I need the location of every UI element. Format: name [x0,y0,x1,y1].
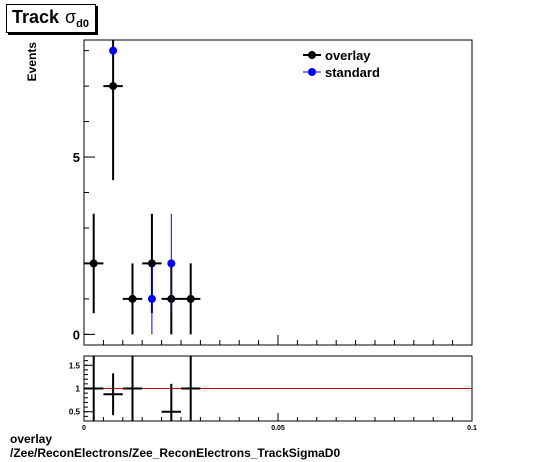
y-tick-label: 0 [73,327,80,342]
ratio-y-tick-label: 0.5 [69,408,81,417]
title-subscript: d0 [76,18,89,30]
title-main: Track [12,7,60,27]
ratio-x-tick-label: 0 [82,425,86,432]
standard-point [167,259,176,268]
overlay-point [186,294,195,303]
standard-point [109,46,118,55]
legend-marker-overlay [308,51,316,59]
legend-label-overlay: overlay [325,48,371,63]
overlay-point [89,259,98,268]
footer-path: /Zee/ReconElectrons/Zee_ReconElectrons_T… [10,446,341,460]
legend-label-standard: standard [325,65,380,80]
y-axis-label: Events [25,42,39,82]
overlay-point [128,294,137,303]
y-tick-label: 5 [73,150,80,165]
footer-label: overlay [10,432,53,446]
standard-point [147,294,156,303]
ratio-x-tick-label: 0.1 [467,425,477,432]
ratio-y-tick-label: 1.5 [69,361,81,370]
ratio-x-tick-label: 0.05 [271,425,285,432]
title-symbol: σ [65,7,77,27]
legend-marker-standard [308,68,316,76]
ratio-y-tick-label: 1 [76,385,81,394]
overlay-point [109,82,118,91]
histogram-title: Track σd0 [6,4,96,33]
